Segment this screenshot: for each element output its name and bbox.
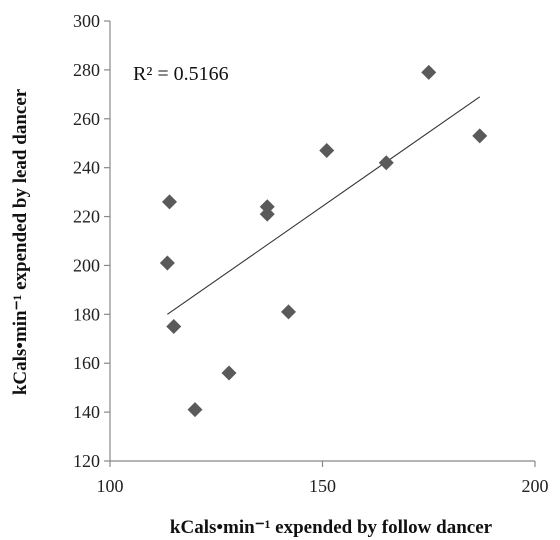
- data-point: [162, 194, 177, 210]
- y-tick-label: 300: [73, 11, 100, 31]
- y-axis-title: kCals•min⁻¹ expended by lead dancer: [10, 88, 31, 395]
- axes: 120 140 160 180 200 220 240 260 280 300 100 150 200: [73, 11, 549, 496]
- y-tick-label: 220: [73, 207, 100, 227]
- data-point: [421, 64, 437, 80]
- y-tick-label: 180: [73, 304, 100, 324]
- data-point: [221, 365, 237, 381]
- y-tick-label: 200: [73, 255, 100, 275]
- y-tick-label: 260: [73, 109, 100, 129]
- data-point: [281, 304, 296, 320]
- data-points: [159, 64, 488, 418]
- data-point: [166, 319, 182, 335]
- y-tick-label: 160: [73, 353, 100, 373]
- data-point: [378, 155, 394, 171]
- y-tick-label: 240: [73, 158, 100, 178]
- data-point: [187, 402, 203, 418]
- y-tick-label: 120: [73, 451, 100, 471]
- x-tick-label: 200: [522, 476, 549, 496]
- trendline: [167, 96, 481, 315]
- x-axis-title: kCals•min⁻¹ expended by follow dancer: [170, 517, 493, 538]
- y-tick-label: 280: [73, 60, 100, 80]
- data-point: [472, 128, 488, 144]
- x-tick-label: 100: [97, 476, 124, 496]
- data-point: [159, 255, 175, 271]
- y-tick-label: 140: [73, 402, 100, 422]
- x-tick-label: 150: [309, 476, 336, 496]
- r-squared-annotation: R² = 0.5166: [133, 63, 229, 85]
- data-point: [259, 206, 275, 222]
- trendline-group: [167, 96, 481, 315]
- data-point: [319, 143, 335, 159]
